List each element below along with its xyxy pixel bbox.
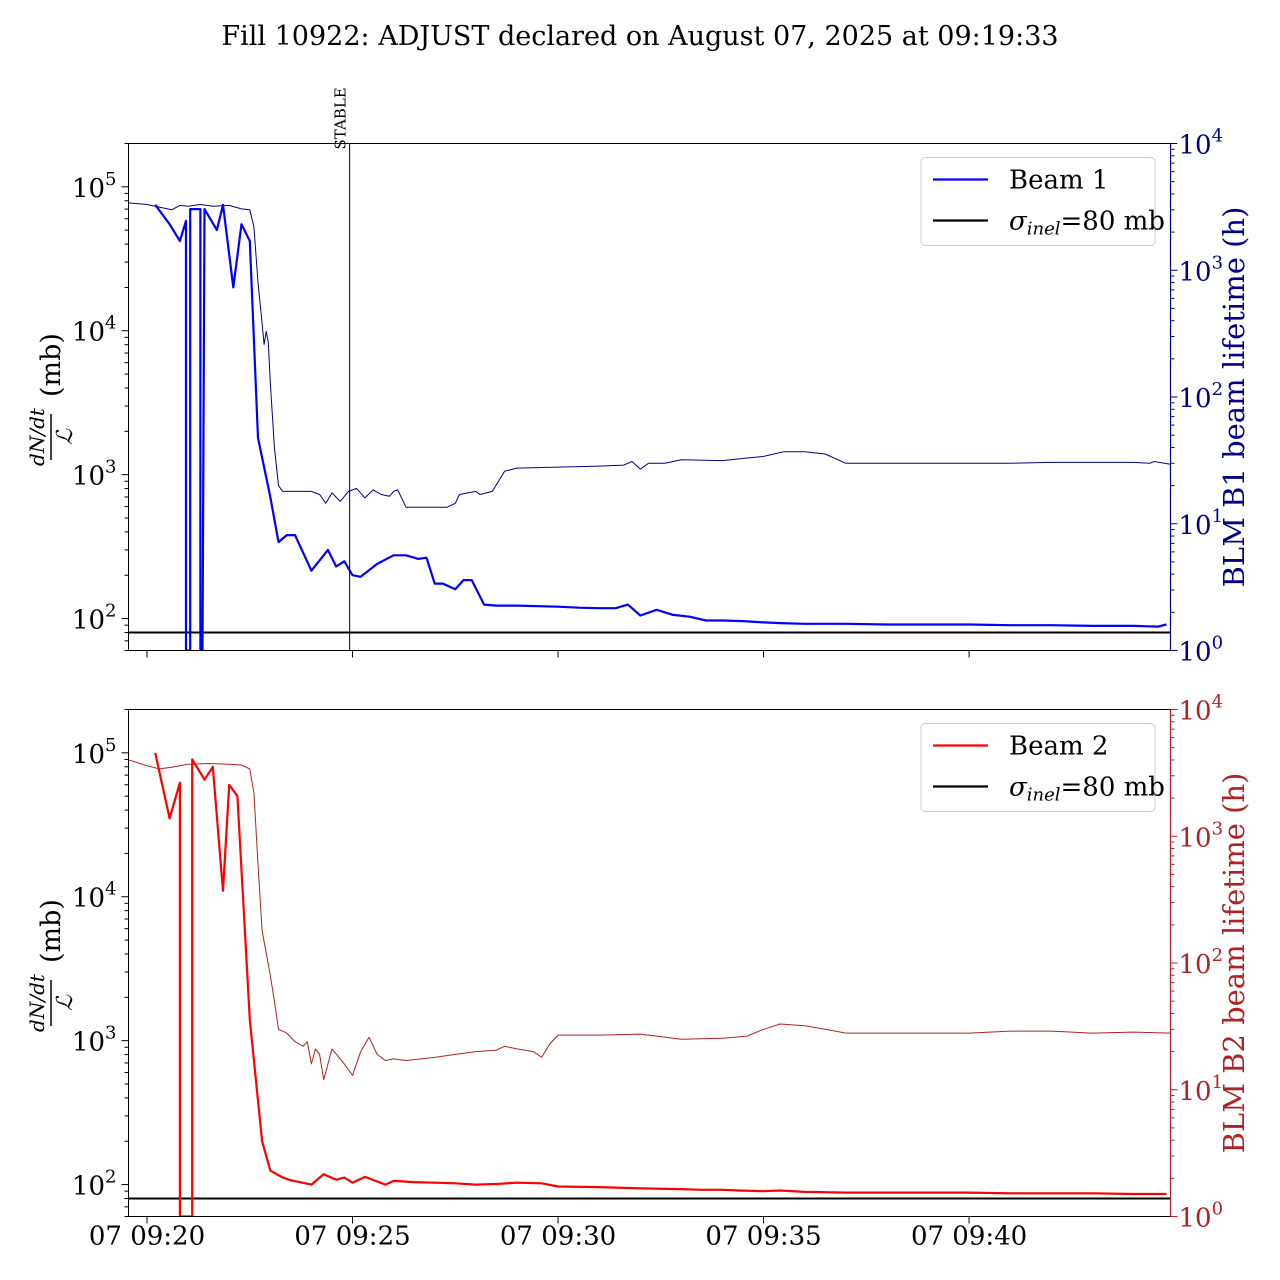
left-tick-label: 103 [72,1023,117,1058]
x-tick-label: 07 09:30 [500,1222,616,1252]
top-right-ticks: 100 101 102 103 104 [1169,126,1224,668]
svg-text:(mb): (mb) [36,899,67,963]
bottom-x-ticks: 07 09:20 07 09:25 07 09:30 07 09:35 07 09:40 [89,1216,1027,1252]
right-tick-label: 100 [1179,1199,1224,1234]
right-tick-label: 101 [1179,506,1224,541]
right-tick-label: 103 [1179,252,1224,287]
svg-text:dN/dt: dN/dt [25,973,49,1032]
right-tick-label: 104 [1179,126,1224,161]
left-tick-label: 102 [72,601,117,636]
left-tick-label: 104 [72,313,117,348]
stable-marker-label: STABLE [332,87,350,149]
top-lifetime-line [128,202,1171,508]
bottom-lifetime-line [128,759,1171,1081]
right-tick-label: 100 [1179,633,1224,668]
svg-text:ℒ: ℒ [53,994,78,1011]
right-tick-label: 101 [1179,1072,1224,1107]
svg-text:(mb): (mb) [36,333,67,397]
top-left-ylabel-group: dN/dt ℒ (mb) [25,333,78,466]
figure-title: Fill 10922: ADJUST declared on August 07… [221,21,1058,52]
top-beam-line [154,203,1167,651]
right-tick-label: 104 [1179,692,1224,727]
left-tick-label: 103 [72,457,117,492]
bottom-legend: Beam 2 σinel=80 mb [920,723,1165,812]
bottom-left-ylabel: dN/dt ℒ (mb) [25,899,78,1032]
legend-label: σinel=80 mb [1009,773,1165,806]
right-tick-label: 102 [1179,945,1224,980]
top-x-ticks [146,650,970,658]
bottom-left-ticks: 102 103 104 105 [72,709,129,1217]
bottom-left-ylabel-group: dN/dt ℒ (mb) [25,899,78,1032]
top-series-layer [128,202,1171,651]
top-legend: Beam 1 σinel=80 mb [920,157,1165,246]
right-tick-label: 103 [1179,818,1224,853]
x-tick-label: 07 09:20 [89,1222,205,1252]
x-tick-label: 07 09:40 [911,1222,1027,1252]
x-tick-label: 07 09:25 [294,1222,410,1252]
right-tick-label: 102 [1179,379,1224,414]
svg-text:dN/dt: dN/dt [25,407,49,466]
left-tick-label: 105 [72,169,117,204]
bottom-beam-line [154,752,1167,1217]
legend-label: Beam 2 [1009,732,1108,762]
top-annotation: STABLE [332,87,351,651]
bottom-right-ticks: 100 101 102 103 104 [1169,692,1224,1234]
top-left-ticks: 102 103 104 105 [72,143,129,651]
top-right-ylabel: BLM B1 beam lifetime (h) [1217,207,1251,588]
left-tick-label: 105 [72,735,117,770]
svg-text:ℒ: ℒ [53,428,78,445]
legend-label: Beam 1 [1009,166,1108,196]
left-tick-label: 102 [72,1167,117,1202]
bottom-series-layer [128,752,1171,1217]
top-panel: 102 103 104 105 100 101 102 103 104 STABLE dN/d… [25,87,1251,667]
top-left-ylabel: dN/dt ℒ (mb) [25,333,78,466]
left-tick-label: 104 [72,879,117,914]
legend-label: σinel=80 mb [1009,207,1165,240]
x-tick-label: 07 09:35 [705,1222,821,1252]
bottom-right-ylabel: BLM B2 beam lifetime (h) [1217,773,1251,1154]
